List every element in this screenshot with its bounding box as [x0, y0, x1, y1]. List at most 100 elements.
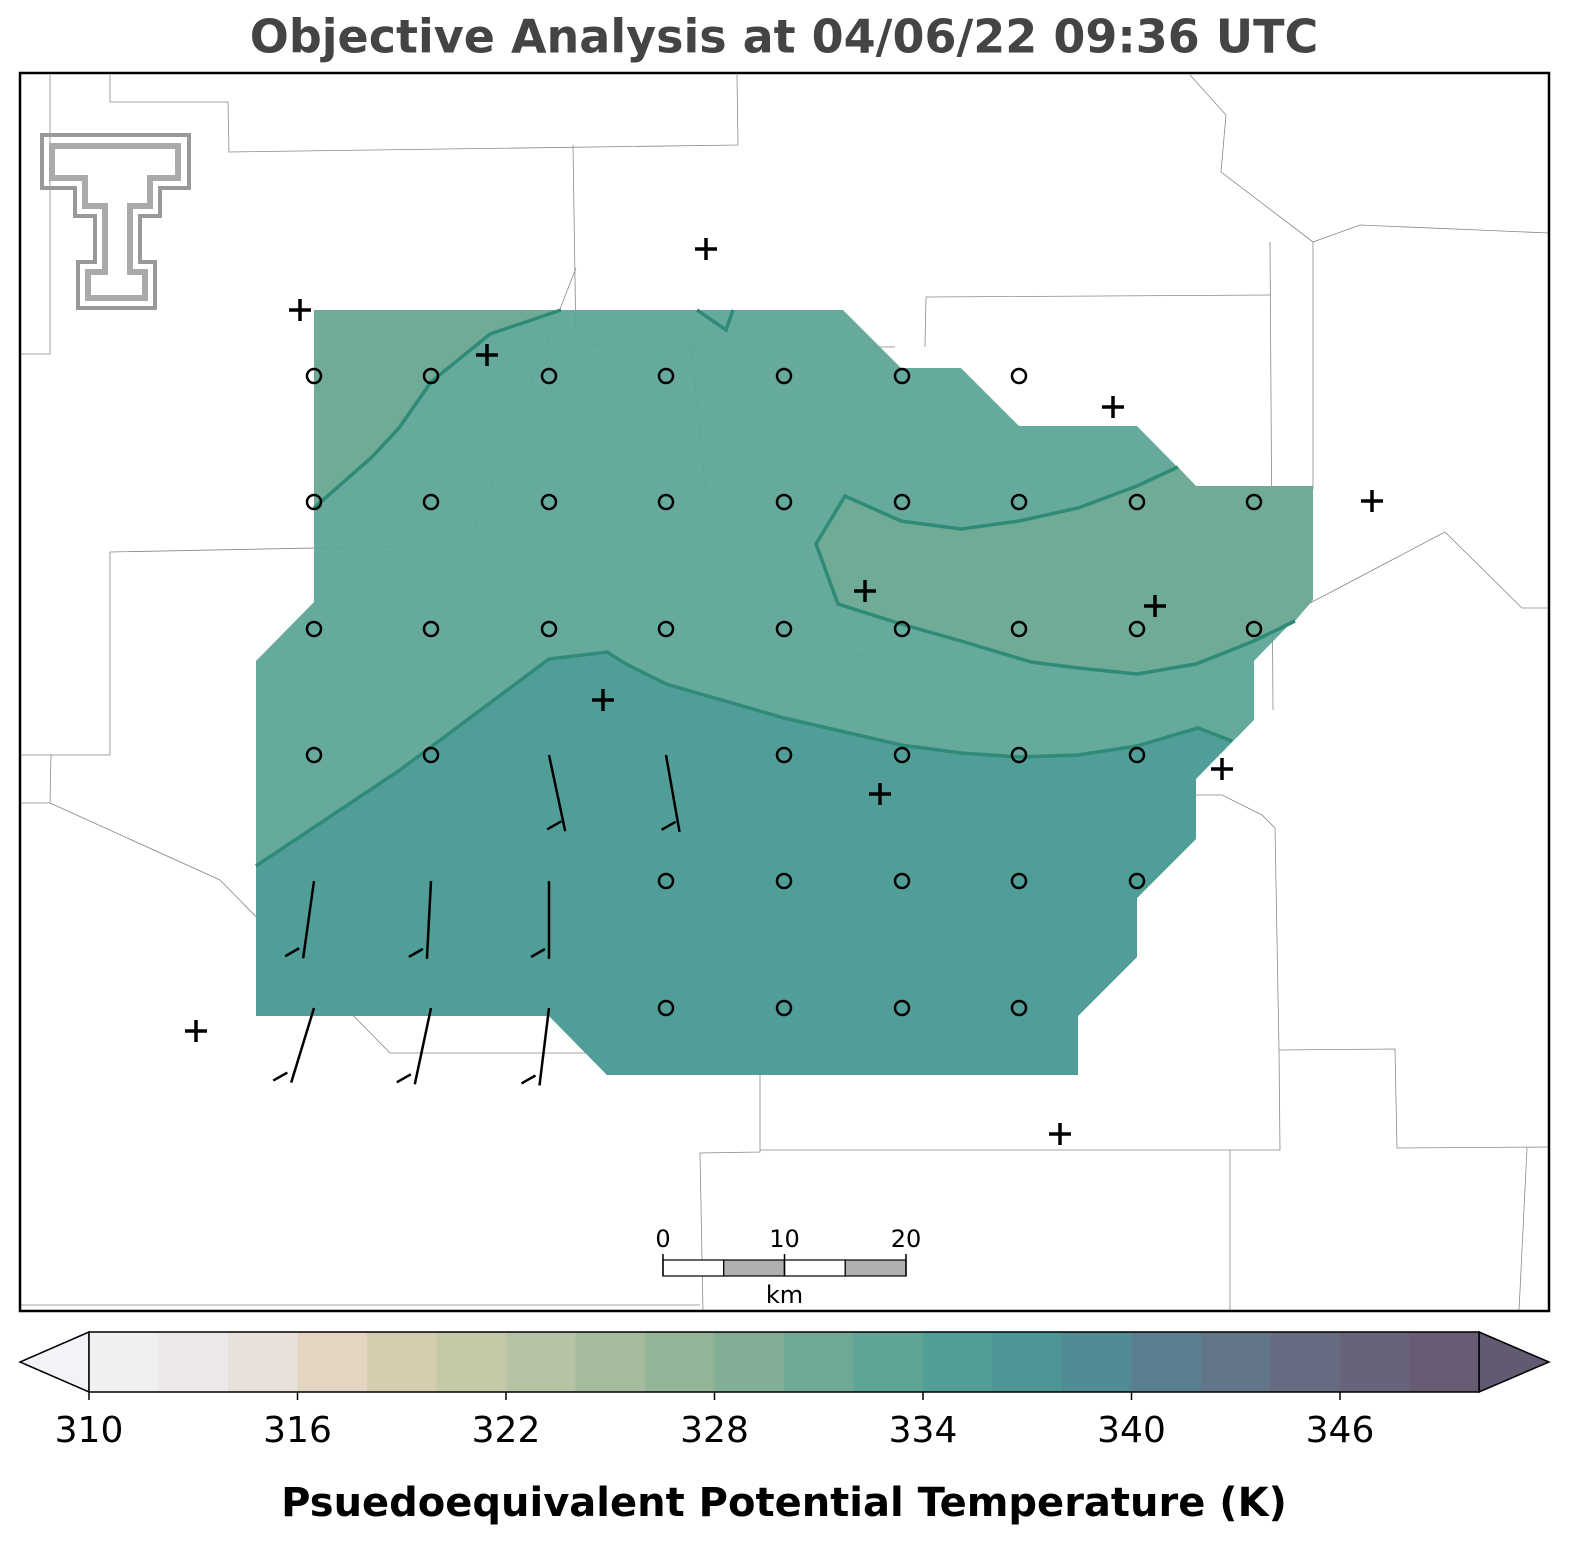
county-line	[760, 1049, 1281, 1151]
station-calm	[1128, 746, 1146, 764]
station-plus	[854, 580, 876, 602]
county-line	[109, 74, 739, 153]
station-calm	[893, 493, 911, 511]
station-calm	[1010, 872, 1028, 890]
station-plus	[695, 238, 717, 260]
station-calm	[305, 493, 323, 511]
colorbar-segment	[575, 1332, 646, 1392]
colorbar-under	[18, 1330, 90, 1394]
county-line	[20, 75, 51, 355]
colorbar-segment	[714, 1332, 785, 1392]
colorbar-segment	[784, 1332, 854, 1392]
title: Objective Analysis at 04/06/22 09:36 UTC	[250, 10, 1319, 64]
scale-segment	[723, 1259, 786, 1277]
colorbar-segment	[89, 1332, 159, 1392]
station-calm	[305, 746, 323, 764]
wind-barb-flag	[284, 947, 300, 958]
station-calm	[893, 367, 911, 385]
scale-segment	[662, 1259, 725, 1277]
colorbar-segment	[1131, 1332, 1202, 1392]
station-calm	[893, 620, 911, 638]
colorbar-segment	[923, 1332, 993, 1392]
colorbar-tick-label: 310	[55, 1410, 124, 1451]
station-calm	[1010, 493, 1028, 511]
station-calm	[305, 620, 323, 638]
station-calm	[775, 367, 793, 385]
station-calm	[1010, 999, 1028, 1017]
station-calm	[540, 620, 558, 638]
colorbar-segment	[992, 1332, 1063, 1392]
station-calm	[657, 872, 675, 890]
station-calm	[422, 367, 440, 385]
station-calm	[422, 620, 440, 638]
colorbar: 310 316 322 328 334 340 346	[18, 1330, 1551, 1451]
station-calm	[657, 493, 675, 511]
wind-barb	[425, 880, 433, 959]
station-plus	[592, 689, 614, 711]
station-plus	[1144, 595, 1166, 617]
station-calm	[1245, 620, 1263, 638]
colorbar-segment	[158, 1332, 229, 1392]
station-calm	[657, 999, 675, 1017]
colorbar-segment	[853, 1332, 924, 1392]
scale-tick-label: 0	[655, 1225, 670, 1253]
colorbar-segment	[228, 1332, 298, 1392]
station-plus	[1211, 758, 1233, 780]
colorbar-segment	[1062, 1332, 1132, 1392]
colorbar-segment	[1340, 1332, 1410, 1392]
colorbar-tick-label: 328	[680, 1410, 749, 1451]
station-plus	[1049, 1123, 1071, 1145]
station-calm	[540, 493, 558, 511]
station-calm	[775, 872, 793, 890]
logo	[40, 133, 191, 310]
station-calm	[775, 999, 793, 1017]
colorbar-tick-label: 340	[1097, 1410, 1166, 1451]
colorbar-tick-label: 334	[889, 1410, 958, 1451]
station-plus	[289, 299, 311, 321]
station-calm	[1128, 872, 1146, 890]
analysis-region	[816, 467, 1313, 674]
contour-line	[312, 308, 562, 510]
wind-barb-flag	[520, 1074, 537, 1085]
station-calm	[422, 746, 440, 764]
wind-barb-flag	[530, 947, 546, 959]
analysis-region	[314, 310, 561, 508]
county-line	[1174, 712, 1550, 1149]
scale-unit: km	[766, 1281, 803, 1309]
station-calm	[1128, 620, 1146, 638]
scale-bar: 0 10 20 km	[655, 1225, 921, 1309]
contour-line	[696, 308, 735, 333]
station-plus	[185, 1020, 207, 1042]
colorbar-segment	[1201, 1332, 1271, 1392]
contour-line	[255, 650, 1233, 868]
county-line	[20, 754, 52, 804]
station-calm	[893, 746, 911, 764]
wind-barb-flag	[408, 947, 424, 958]
station-calm	[1010, 746, 1028, 764]
county-line	[1518, 1147, 1528, 1312]
county-line	[699, 1053, 761, 1312]
map	[20, 74, 1550, 1312]
colorbar-frame	[88, 1331, 1480, 1393]
station-calm	[1128, 493, 1146, 511]
contour-line	[814, 465, 1296, 676]
station-calm	[305, 367, 323, 385]
wind-barb-flag	[546, 820, 562, 831]
station-calm	[775, 746, 793, 764]
county-line	[1189, 74, 1550, 243]
colorbar-segment	[1270, 1332, 1341, 1392]
station-calm	[893, 999, 911, 1017]
wind-barb	[289, 1007, 316, 1083]
wind-barb-flag	[660, 820, 677, 831]
scale-segment	[844, 1259, 907, 1277]
colorbar-tick-label: 316	[263, 1410, 332, 1451]
wind-barb	[538, 1007, 551, 1086]
colorbar-tick-label: 346	[1306, 1410, 1375, 1451]
station-calm	[775, 620, 793, 638]
station-plus	[476, 344, 498, 366]
wind-barb	[413, 1007, 433, 1085]
colorbar-segment	[436, 1332, 507, 1392]
station-calm	[540, 367, 558, 385]
wind-barb-flag	[272, 1071, 288, 1082]
